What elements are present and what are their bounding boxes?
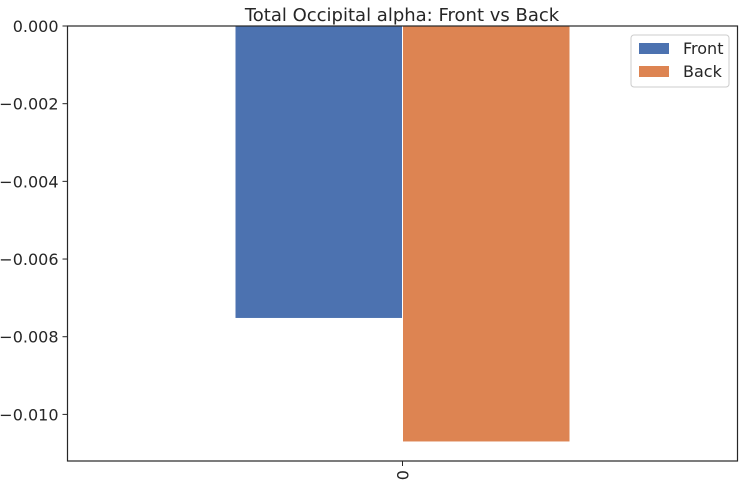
- y-axis: 0.000 −0.002 −0.004 −0.006 −0.008 −0.010: [0, 17, 68, 424]
- y-tick-label: 0.000: [13, 17, 59, 36]
- legend-label-back: Back: [683, 62, 723, 81]
- x-tick-label: 0: [394, 470, 413, 480]
- y-tick-label: −0.010: [0, 405, 59, 424]
- legend-swatch-back: [639, 66, 669, 77]
- bar-back-0: [402, 25, 571, 443]
- chart-title: Total Occipital alpha: Front vs Back: [244, 5, 560, 26]
- y-tick-label: −0.006: [0, 250, 59, 269]
- x-axis: 0: [394, 461, 413, 480]
- y-tick-label: −0.008: [0, 328, 59, 347]
- legend: Front Back: [630, 34, 730, 88]
- legend-label-front: Front: [683, 39, 723, 58]
- bars-group: [234, 25, 571, 443]
- y-tick-label: −0.004: [0, 172, 59, 191]
- legend-swatch-front: [639, 43, 669, 54]
- bar-front-0: [234, 25, 403, 319]
- y-tick-label: −0.002: [0, 95, 59, 114]
